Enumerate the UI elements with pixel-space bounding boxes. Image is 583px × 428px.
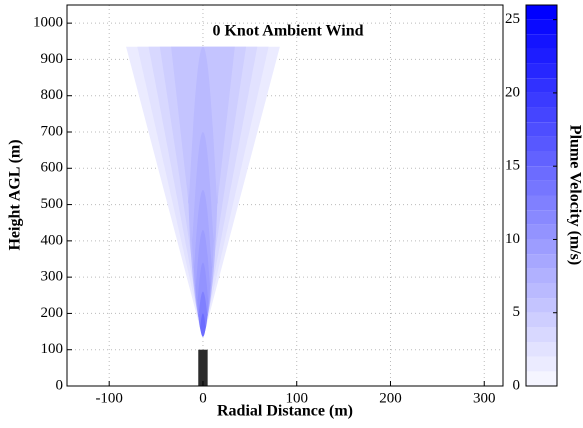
y-tick-label: 100 — [41, 341, 64, 357]
chart: Radial Distance (m) Height AGL (m) Plume… — [0, 0, 583, 428]
colorbar-band — [526, 283, 557, 298]
x-tick-label: 200 — [379, 390, 402, 406]
colorbar-band — [526, 20, 557, 35]
colorbar-band — [526, 122, 557, 137]
colorbar-tick-label: 5 — [513, 304, 521, 320]
colorbar-band — [526, 137, 557, 152]
colorbar-tick-label: 25 — [505, 11, 520, 27]
colorbar-tick-label: 20 — [505, 84, 520, 100]
colorbar-tick-label: 0 — [513, 377, 521, 393]
colorbar-band — [526, 108, 557, 123]
y-axis-label: Height AGL (m) — [7, 139, 24, 250]
x-tick-label: 100 — [285, 390, 308, 406]
y-tick-label: 800 — [41, 87, 64, 103]
y-tick-label: 900 — [41, 51, 64, 67]
colorbar-tick-label: 10 — [505, 231, 520, 247]
colorbar-band — [526, 166, 557, 181]
y-tick-label: 1000 — [33, 15, 63, 31]
colorbar-band — [526, 225, 557, 240]
colorbar-band — [526, 371, 557, 386]
colorbar-band — [526, 313, 557, 328]
colorbar-band — [526, 342, 557, 357]
y-tick-label: 300 — [41, 269, 64, 285]
colorbar-band — [526, 239, 557, 254]
colorbar-band — [526, 254, 557, 269]
colorbar-band — [526, 78, 557, 93]
colorbar-band — [526, 152, 557, 167]
colorbar-band — [526, 34, 557, 49]
y-tick-label: 0 — [56, 377, 64, 393]
x-tick-label: -100 — [95, 390, 123, 406]
colorbar-band — [526, 196, 557, 211]
colorbar-band — [526, 298, 557, 313]
y-tick-label: 400 — [41, 232, 64, 248]
y-tick-label: 600 — [41, 160, 64, 176]
colorbar-band — [526, 357, 557, 372]
colorbar-label: Plume Velocity (m/s) — [566, 125, 583, 265]
colorbar-band — [526, 5, 557, 20]
x-tick-label: 0 — [199, 390, 207, 406]
y-tick-label: 500 — [41, 196, 64, 212]
x-tick-label: 300 — [473, 390, 496, 406]
colorbar-band — [526, 181, 557, 196]
colorbar-band — [526, 49, 557, 64]
colorbar-band — [526, 64, 557, 79]
y-tick-label: 200 — [41, 305, 64, 321]
colorbar-band — [526, 327, 557, 342]
colorbar-tick-label: 15 — [505, 158, 520, 174]
colorbar-band — [526, 93, 557, 108]
chart-title: 0 Knot Ambient Wind — [212, 23, 363, 40]
tower — [198, 350, 207, 386]
colorbar-band — [526, 269, 557, 284]
y-tick-label: 700 — [41, 123, 64, 139]
colorbar-band — [526, 210, 557, 225]
